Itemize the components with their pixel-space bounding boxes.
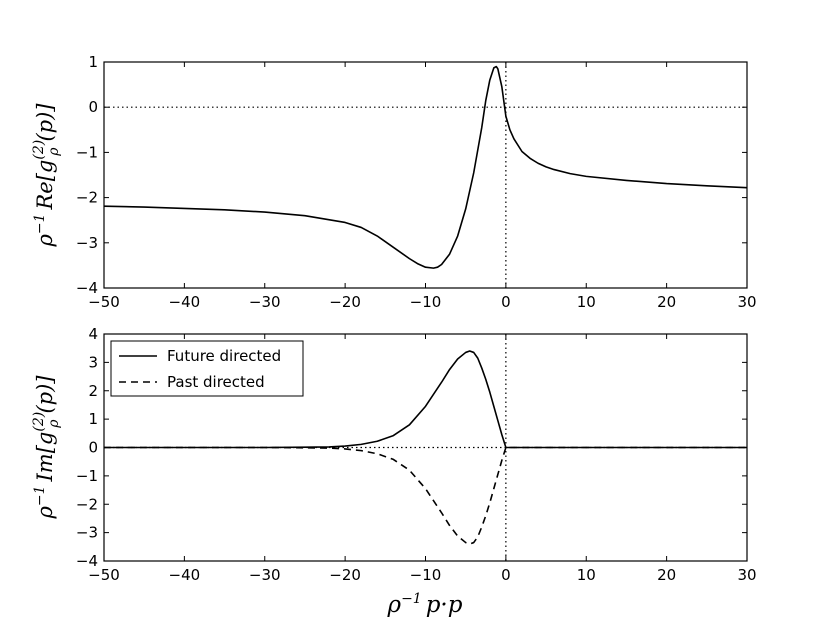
- real-x-tick-label: −40: [169, 293, 201, 311]
- imag-x-tick-label: 0: [501, 566, 511, 584]
- imag-y-tick-label: −4: [76, 552, 98, 570]
- real-part-plot-frame: [103, 61, 748, 289]
- imaginary-part-y-ticks: −4 −3 −2 −1 0 1 2 3 4: [76, 325, 747, 570]
- real-x-tick-label: −30: [249, 293, 281, 311]
- imag-y-tick-label: 0: [88, 439, 98, 457]
- imag-series-future-directed: [104, 350, 747, 449]
- imag-x-tick-label: 30: [737, 566, 756, 584]
- imag-x-tick-label: −40: [169, 566, 201, 584]
- imag-x-tick-label: 10: [577, 566, 596, 584]
- imag-x-tick-label: −30: [249, 566, 281, 584]
- imag-y-tick-label: 4: [88, 325, 98, 343]
- real-x-tick-label: 30: [737, 293, 756, 311]
- real-part-plot-area: [103, 62, 748, 288]
- imag-y-tick-label: −2: [76, 495, 98, 513]
- imag-x-tick-label: −50: [88, 566, 120, 584]
- imag-series-past-directed: [104, 446, 747, 545]
- real-x-tick-label: 10: [577, 293, 596, 311]
- real-y-tick-label: −2: [76, 189, 98, 207]
- imag-x-tick-label: −10: [410, 566, 442, 584]
- legend-label-past-directed: Past directed: [167, 373, 265, 391]
- imag-y-tick-label: 3: [88, 353, 98, 371]
- real-y-tick-label: 1: [88, 53, 98, 71]
- real-series-line: [103, 65, 748, 269]
- imag-y-tick-label: 1: [88, 410, 98, 428]
- imag-y-tick-label: 2: [88, 382, 98, 400]
- imaginary-part-y-axis-label: ρ−1Im[g(2)ρ(p)]: [31, 375, 62, 520]
- imag-y-tick-label: −1: [76, 467, 98, 485]
- real-part-y-axis-label: ρ−1Re[g(2)ρ(p)]: [31, 103, 62, 248]
- imag-y-tick-label: −3: [76, 524, 98, 542]
- real-x-tick-label: 20: [657, 293, 676, 311]
- real-y-tick-label: 0: [88, 98, 98, 116]
- real-part-y-ticks: −4 −3 −2 −1 0 1: [76, 53, 747, 297]
- real-y-tick-label: −1: [76, 143, 98, 161]
- real-x-tick-label: −10: [410, 293, 442, 311]
- real-part-x-ticks: −50 −40 −30 −20 −10 0 10 20 30: [88, 62, 757, 311]
- imaginary-part-x-ticks: −50 −40 −30 −20 −10 0 10 20 30: [88, 334, 757, 584]
- real-x-tick-label: −20: [329, 293, 361, 311]
- imaginary-part-plot-area: [104, 334, 747, 561]
- real-y-tick-label: −4: [76, 279, 98, 297]
- imag-x-tick-label: 20: [657, 566, 676, 584]
- legend-label-future-directed: Future directed: [167, 347, 281, 365]
- legend-box: [110, 340, 304, 397]
- legend: Future directed Past directed: [110, 340, 304, 397]
- x-axis-label: ρ−1 p·p: [387, 591, 463, 618]
- real-y-tick-label: −3: [76, 234, 98, 252]
- real-part-panel: −50 −40 −30 −20 −10 0 10 20 30 −4−3−2−101 ρ−1Re[…: [31, 53, 757, 311]
- real-x-tick-label: 0: [501, 293, 511, 311]
- imag-x-tick-label: −20: [329, 566, 361, 584]
- real-x-tick-label: −50: [88, 293, 120, 311]
